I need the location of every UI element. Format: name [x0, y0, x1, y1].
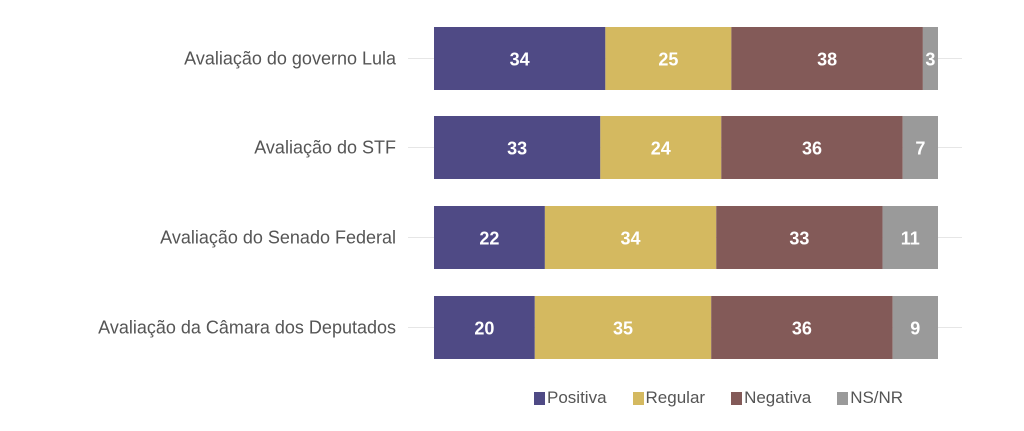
legend-swatch-regular [632, 391, 644, 405]
value-label-ns-nr-avaliacao-do-governo-lula: 3 [925, 50, 935, 70]
category-label-avaliacao-do-stf: Avaliação do STF [254, 138, 396, 158]
bar-positiva-avaliacao-do-stf [434, 116, 601, 179]
legend-item-regular: Regular [632, 388, 706, 408]
value-label-regular-avaliacao-da-camara-dos-deputados: 35 [613, 319, 633, 339]
value-label-positiva-avaliacao-do-senado-federal: 22 [479, 229, 499, 249]
bar-negativa-avaliacao-do-stf [721, 116, 903, 179]
legend-item-nsnr: NS/NR [837, 388, 903, 408]
value-label-negativa-avaliacao-da-camara-dos-deputados: 36 [792, 319, 812, 339]
bar-negativa-avaliacao-do-governo-lula [731, 27, 923, 90]
legend-swatch-positiva [534, 391, 545, 405]
value-label-positiva-avaliacao-da-camara-dos-deputados: 20 [474, 319, 494, 339]
category-label-avaliacao-da-camara-dos-deputados: Avaliação da Câmara dos Deputados [98, 318, 396, 338]
value-label-regular-avaliacao-do-stf: 24 [651, 139, 671, 159]
bar-ns-nr-avaliacao-do-senado-federal [882, 206, 938, 269]
bar-regular-avaliacao-do-governo-lula [605, 27, 732, 90]
legend-item-negativa: Negativa [731, 388, 811, 408]
bar-ns-nr-avaliacao-do-governo-lula [922, 27, 938, 90]
bar-negativa-avaliacao-da-camara-dos-deputados [711, 296, 893, 359]
legend-label-regular: Regular [645, 388, 706, 407]
value-label-negativa-avaliacao-do-stf: 36 [802, 139, 822, 159]
category-label-avaliacao-do-senado-federal: Avaliação do Senado Federal [160, 228, 396, 248]
legend-label-nsnr: NS/NR [850, 388, 904, 407]
bar-positiva-avaliacao-do-senado-federal [434, 206, 545, 269]
bar-regular-avaliacao-da-camara-dos-deputados [534, 296, 712, 359]
category-label-avaliacao-do-governo-lula: Avaliação do governo Lula [184, 49, 397, 69]
legend: Positiva Regular Negativa NS/NR [534, 388, 929, 408]
bar-ns-nr-avaliacao-da-camara-dos-deputados [892, 296, 938, 359]
bar-regular-avaliacao-do-senado-federal [544, 206, 717, 269]
legend-swatch-nsnr [837, 391, 849, 405]
value-label-ns-nr-avaliacao-da-camara-dos-deputados: 9 [910, 319, 920, 339]
value-label-negativa-avaliacao-do-governo-lula: 38 [817, 50, 837, 70]
bar-positiva-avaliacao-da-camara-dos-deputados [434, 296, 535, 359]
legend-swatch-negativa [731, 391, 743, 405]
value-label-regular-avaliacao-do-senado-federal: 34 [621, 229, 641, 249]
value-label-regular-avaliacao-do-governo-lula: 25 [658, 50, 678, 70]
value-label-negativa-avaliacao-do-senado-federal: 33 [789, 229, 809, 249]
legend-label-negativa: Negativa [744, 388, 812, 407]
value-label-ns-nr-avaliacao-do-stf: 7 [915, 139, 925, 159]
stacked-bar-chart: Avaliação do governo Lula 34 25 38 3 Avaliaçã… [98, 27, 962, 359]
legend-item-positiva: Positiva [534, 388, 607, 408]
value-label-positiva-avaliacao-do-governo-lula: 34 [510, 50, 530, 70]
bar-regular-avaliacao-do-stf [600, 116, 722, 179]
bar-negativa-avaliacao-do-senado-federal [716, 206, 883, 269]
value-label-ns-nr-avaliacao-do-senado-federal: 11 [901, 229, 920, 249]
value-label-positiva-avaliacao-do-stf: 33 [507, 139, 527, 159]
legend-label-positiva: Positiva [547, 388, 607, 407]
bar-ns-nr-avaliacao-do-stf [902, 116, 938, 179]
bar-positiva-avaliacao-do-governo-lula [434, 27, 606, 90]
